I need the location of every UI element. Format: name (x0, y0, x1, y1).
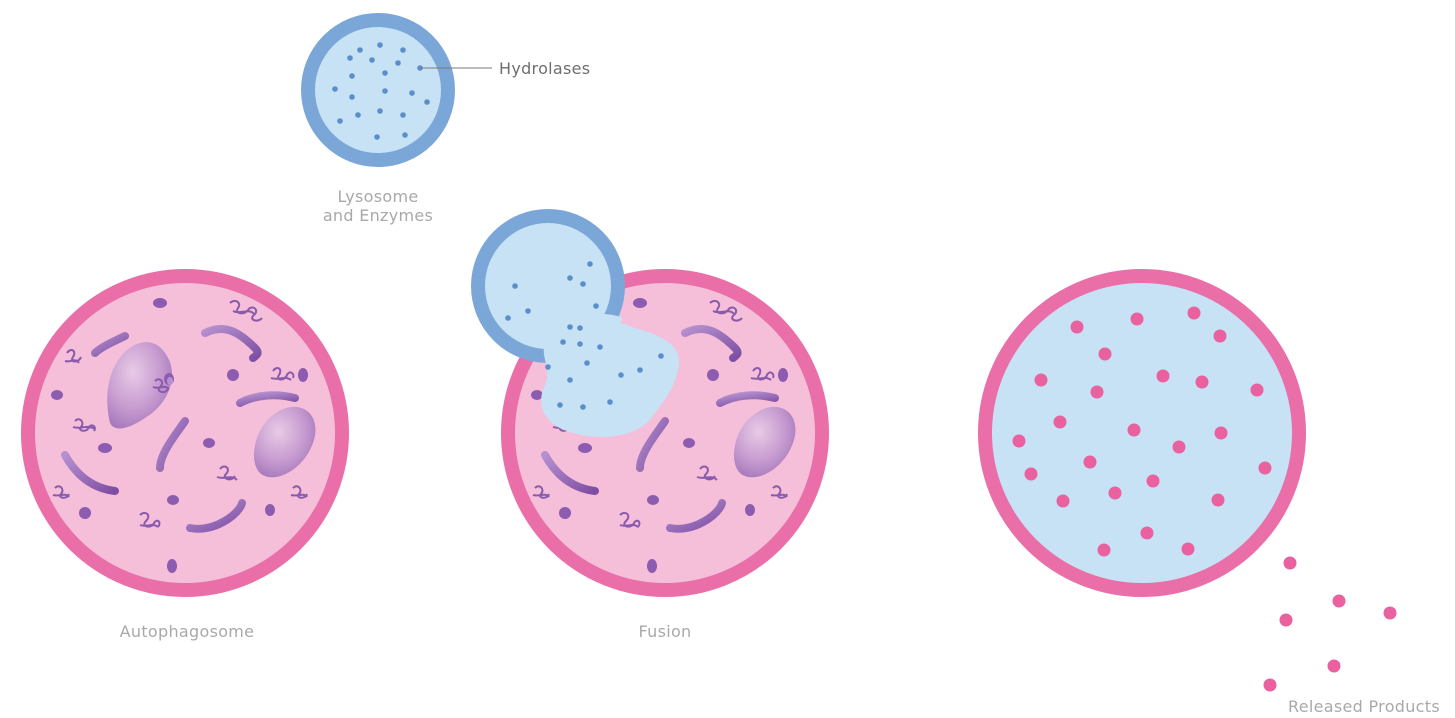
fusion-label: Fusion (639, 622, 692, 641)
fusion-vesicle (471, 209, 829, 597)
autolysosome (978, 269, 1306, 597)
released-product-dots (1263, 556, 1397, 692)
enzyme-cloud (541, 319, 680, 437)
degraded-product-dots (1012, 306, 1272, 557)
released-products-label: Released Products (1288, 697, 1440, 716)
lysosome-label-line1: Lysosome (338, 187, 419, 206)
autophagosome (21, 269, 349, 597)
fusion-hydrolase-dots (505, 261, 664, 410)
hydrolases-label: Hydrolases (499, 59, 590, 78)
hydrolase-dots (332, 42, 430, 140)
autophagosome-label: Autophagosome (120, 622, 255, 641)
lysosome-label-line2: and Enzymes (323, 206, 433, 225)
lysosome (301, 13, 492, 167)
